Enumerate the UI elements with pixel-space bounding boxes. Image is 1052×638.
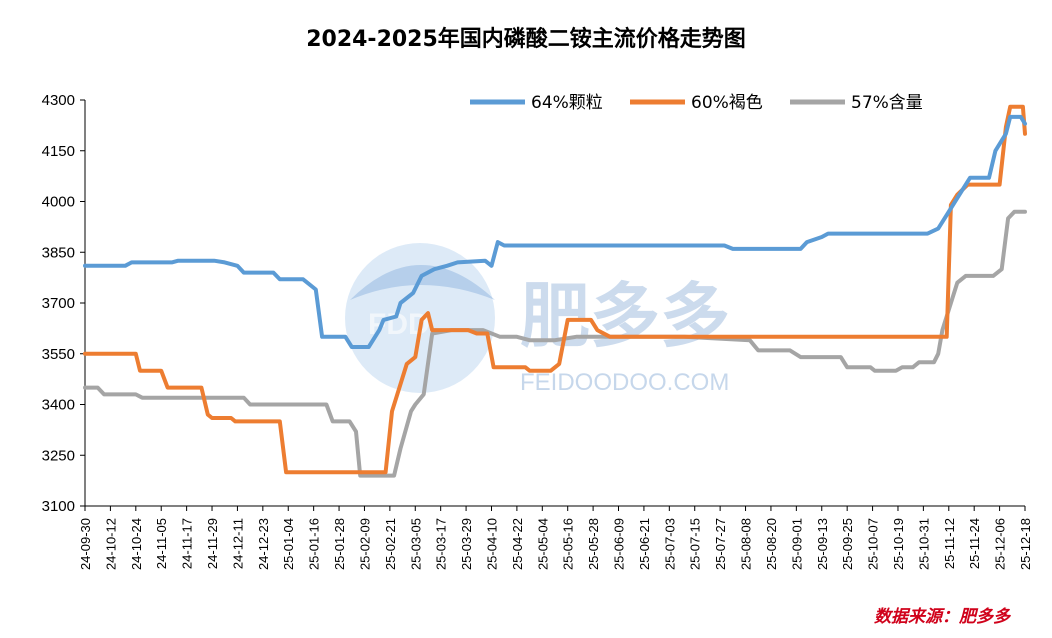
x-tick-label: 25-02-09 xyxy=(357,518,372,570)
y-tick-label: 4300 xyxy=(42,92,75,109)
x-tick-label: 25-12-06 xyxy=(993,518,1008,570)
x-tick-label: 25-05-04 xyxy=(535,518,550,570)
y-tick-label: 3550 xyxy=(42,346,75,363)
x-tick-label: 24-12-11 xyxy=(230,518,245,569)
legend-label-57: 57%含量 xyxy=(851,93,923,113)
watermark-leaf-icon xyxy=(350,265,495,300)
x-tick-label: 25-05-16 xyxy=(561,518,576,570)
watermark-url: FEIDOODOO.COM xyxy=(520,369,729,396)
x-tick-label: 25-10-07 xyxy=(866,518,881,570)
legend-label-64: 64%颗粒 xyxy=(531,93,603,113)
x-tick-label: 25-09-25 xyxy=(840,518,855,570)
y-tick-label: 3100 xyxy=(42,498,75,515)
x-tick-label: 25-04-10 xyxy=(484,518,499,570)
x-tick-label: 24-11-17 xyxy=(180,518,195,569)
x-tick-label: 25-06-09 xyxy=(612,518,627,570)
watermark-logo-icon xyxy=(345,243,495,393)
y-tick-label: 4000 xyxy=(42,194,75,211)
legend: 64%颗粒 60%褐色 57%含量 xyxy=(470,93,923,113)
x-tick-label: 25-06-21 xyxy=(637,518,652,570)
x-tick-label: 25-07-27 xyxy=(713,518,728,570)
x-tick-label: 25-10-19 xyxy=(891,518,906,570)
x-tick-label: 25-09-13 xyxy=(815,518,830,570)
x-tick-label: 25-07-03 xyxy=(662,518,677,570)
x-tick-label: 25-02-21 xyxy=(383,518,398,570)
series-line-57-content xyxy=(83,209,1027,478)
axes: 3100 3250 3400 3550 3700 3850 4000 4150 4300 24-0… xyxy=(42,92,1033,570)
x-tick-label: 25-03-29 xyxy=(459,518,474,570)
series-line-64-granular xyxy=(83,114,1027,349)
y-tick-label: 4150 xyxy=(42,143,75,160)
x-tick-label: 24-09-30 xyxy=(78,518,93,570)
x-tick-label: 25-03-17 xyxy=(434,518,449,570)
watermark-brand: 肥多多 xyxy=(520,275,730,357)
data-source-note: 数据来源：肥多多 xyxy=(874,607,1012,627)
x-tick-label: 24-10-24 xyxy=(129,518,144,570)
y-tick-label: 3400 xyxy=(42,397,75,414)
x-tick-label: 25-01-16 xyxy=(307,518,322,570)
x-tick-label: 25-01-28 xyxy=(332,518,347,570)
y-tick-label: 3850 xyxy=(42,244,75,261)
x-tick-label: 25-08-08 xyxy=(739,518,754,570)
x-tick-label: 24-11-29 xyxy=(205,518,220,569)
x-tick-label: 25-11-12 xyxy=(942,518,957,569)
x-tick-label: 25-03-05 xyxy=(408,518,423,570)
x-tick-label: 25-01-04 xyxy=(281,518,296,570)
y-tick-label: 3250 xyxy=(42,447,75,464)
legend-label-60: 60%褐色 xyxy=(691,93,763,113)
x-tick-label: 24-11-05 xyxy=(154,518,169,569)
x-tick-label: 25-12-18 xyxy=(1018,518,1033,570)
y-tick-label: 3700 xyxy=(42,295,75,312)
x-tick-label: 25-10-31 xyxy=(916,518,931,570)
x-tick-label: 25-05-28 xyxy=(586,518,601,570)
chart-title: 2024-2025年国内磷酸二铵主流价格走势图 xyxy=(306,26,746,52)
series-layer xyxy=(83,104,1027,478)
x-tick-label: 25-04-22 xyxy=(510,518,525,570)
x-tick-label: 24-12-23 xyxy=(256,518,271,570)
x-tick-label: 25-07-15 xyxy=(688,518,703,570)
x-tick-label: 25-09-01 xyxy=(789,518,804,570)
x-tick-label: 25-08-20 xyxy=(764,518,779,570)
x-tick-label: 25-11-24 xyxy=(967,518,982,569)
x-tick-label: 24-10-12 xyxy=(103,518,118,570)
